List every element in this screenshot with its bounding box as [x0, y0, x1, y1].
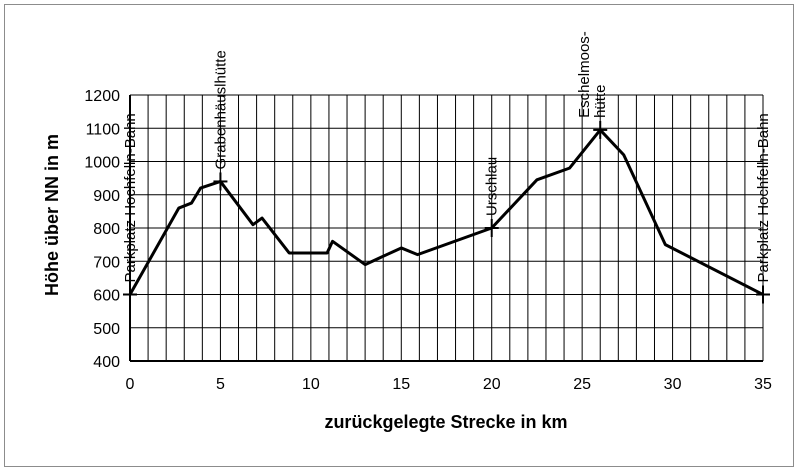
elevation-chart: 400 500 600 700 800 900 1000 1100 1200 0 5 10 15 20 2…: [42, 31, 772, 432]
annotations: Parkplatz Hochfelln-Bahn Grabenhäuslhütte…: [122, 31, 772, 304]
x-axis-ticks: 0 5 10 15 20 25 30 35: [126, 376, 772, 393]
series: [128, 128, 764, 296]
grid: [129, 94, 764, 362]
x-axis-label: zurückgelegte Strecke in km: [324, 412, 567, 432]
y-axis-label: Höhe über NN in m: [42, 134, 62, 296]
y-tick-label: 1100: [86, 121, 121, 138]
y-axis-ticks: 400 500 600 700 800 900 1000 1100 1200: [84, 88, 120, 371]
waypoint-label: hütte: [592, 85, 609, 118]
y-tick-label: 400: [93, 354, 120, 371]
waypoint-label: Urschlau: [484, 157, 501, 216]
x-tick-label: 15: [392, 376, 410, 393]
y-tick-label: 800: [93, 221, 120, 238]
y-tick-label: 900: [93, 188, 120, 205]
waypoint-label: Grabenhäuslhütte: [212, 50, 229, 169]
y-tick-label: 700: [93, 254, 120, 271]
x-tick-label: 25: [573, 376, 591, 393]
waypoint-label: Parkplatz Hochfelln-Bahn: [755, 113, 772, 282]
x-tick-label: 30: [664, 376, 682, 393]
waypoint-label: Parkplatz Hochfelln-Bahn: [122, 113, 139, 282]
y-tick-label: 600: [93, 288, 120, 305]
y-tick-label: 500: [93, 321, 120, 338]
y-tick-label: 1200: [84, 88, 120, 105]
elevation-line: [128, 128, 764, 296]
chart-frame: 400 500 600 700 800 900 1000 1100 1200 0 5 10 15 20 2…: [4, 4, 794, 467]
y-tick-label: 1000: [84, 155, 120, 172]
x-tick-label: 0: [126, 376, 135, 393]
x-tick-label: 10: [302, 376, 320, 393]
waypoint-label: Eschelmoos-: [576, 31, 593, 118]
x-tick-label: 35: [754, 376, 772, 393]
x-tick-label: 20: [483, 376, 501, 393]
x-tick-label: 5: [216, 376, 225, 393]
